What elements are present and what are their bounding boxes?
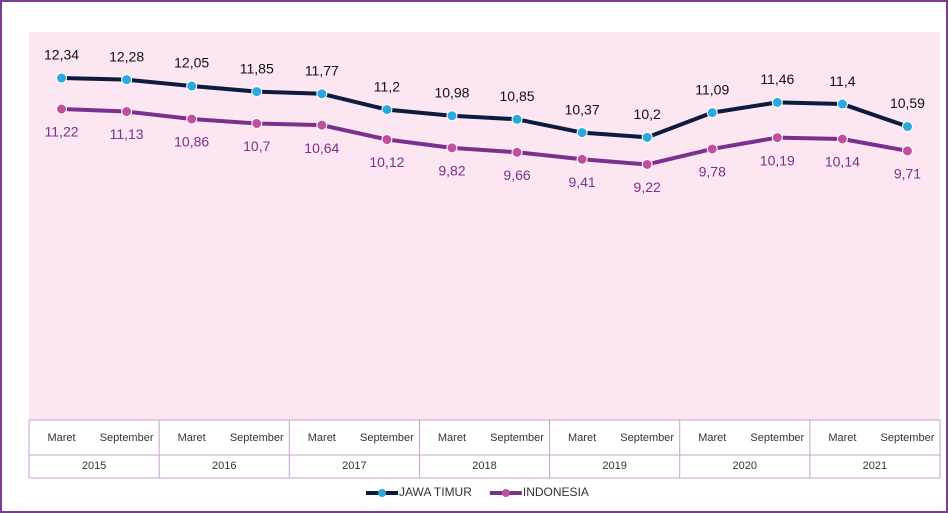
- data-label: 10,2: [634, 106, 661, 122]
- marker: [121, 74, 133, 86]
- x-tick-label: Maret: [47, 432, 75, 444]
- marker: [251, 117, 263, 129]
- data-label: 10,59: [890, 95, 925, 111]
- data-label: 10,14: [825, 154, 860, 170]
- data-label: 9,71: [894, 166, 921, 182]
- data-label: 10,85: [500, 88, 535, 104]
- x-tick-label: September: [230, 432, 284, 444]
- marker: [316, 88, 328, 100]
- x-tick-label: Maret: [178, 432, 206, 444]
- plot-area: [29, 32, 940, 420]
- marker: [186, 80, 198, 92]
- x-tick-label: Maret: [568, 432, 596, 444]
- data-label: 9,78: [699, 164, 726, 180]
- marker: [706, 107, 718, 119]
- legend-label: INDONESIA: [523, 485, 589, 499]
- year-label: 2019: [602, 460, 626, 472]
- marker: [836, 98, 848, 110]
- data-label: 11,22: [45, 124, 79, 140]
- marker: [576, 153, 588, 165]
- marker: [121, 106, 133, 118]
- data-label: 11,2: [374, 78, 400, 94]
- data-label: 9,82: [438, 163, 465, 179]
- marker: [901, 145, 913, 157]
- data-label: 9,41: [568, 174, 595, 190]
- legend-label: JAWA TIMUR: [399, 485, 472, 499]
- legend-marker: [378, 489, 386, 497]
- marker: [381, 104, 393, 116]
- year-label: 2017: [342, 460, 366, 472]
- marker: [381, 134, 393, 146]
- x-tick-label: Maret: [308, 432, 336, 444]
- data-label: 11,09: [695, 81, 729, 97]
- data-label: 11,85: [240, 60, 274, 76]
- series-line: [61, 107, 908, 167]
- x-tick-label: September: [490, 432, 544, 444]
- x-tick-label: September: [881, 432, 935, 444]
- x-tick-label: September: [100, 432, 154, 444]
- data-label: 12,05: [174, 55, 209, 71]
- data-label: 11,77: [305, 63, 339, 79]
- marker: [771, 132, 783, 144]
- year-label: 2016: [212, 460, 236, 472]
- marker: [316, 119, 328, 131]
- data-label: 10,7: [243, 138, 270, 154]
- data-label: 10,19: [760, 152, 795, 168]
- marker: [56, 103, 68, 115]
- data-label: 11,4: [829, 73, 855, 89]
- marker: [901, 121, 913, 133]
- marker: [446, 142, 458, 154]
- marker: [511, 146, 523, 158]
- data-label: 11,46: [760, 71, 794, 87]
- x-tick-label: Maret: [828, 432, 856, 444]
- marker: [641, 158, 653, 170]
- marker: [836, 133, 848, 145]
- marker: [56, 72, 68, 84]
- data-label: 10,98: [434, 84, 469, 100]
- data-label: 10,64: [304, 140, 339, 156]
- x-tick-label: Maret: [698, 432, 726, 444]
- data-label: 10,86: [174, 134, 209, 150]
- legend-marker: [501, 489, 510, 497]
- data-label: 11,13: [110, 126, 144, 142]
- marker: [641, 131, 653, 143]
- year-label: 2020: [733, 460, 757, 472]
- year-label: 2018: [472, 460, 496, 472]
- year-label: 2015: [82, 460, 106, 472]
- marker: [186, 113, 198, 125]
- data-label: 12,28: [109, 48, 144, 64]
- x-tick-label: Maret: [438, 432, 466, 444]
- data-label: 9,66: [503, 167, 530, 183]
- marker: [576, 127, 588, 139]
- marker: [511, 113, 523, 125]
- x-tick-label: September: [620, 432, 674, 444]
- marker: [771, 96, 783, 108]
- data-label: 12,34: [44, 47, 79, 63]
- data-label: 10,12: [369, 154, 404, 170]
- marker: [706, 143, 718, 155]
- x-tick-label: September: [750, 432, 804, 444]
- data-label: 9,22: [634, 179, 661, 195]
- x-tick-label: September: [360, 432, 414, 444]
- series-line: [61, 76, 909, 140]
- year-label: 2021: [863, 460, 887, 472]
- marker: [251, 86, 263, 98]
- data-label: 10,37: [565, 101, 600, 117]
- marker: [446, 110, 458, 122]
